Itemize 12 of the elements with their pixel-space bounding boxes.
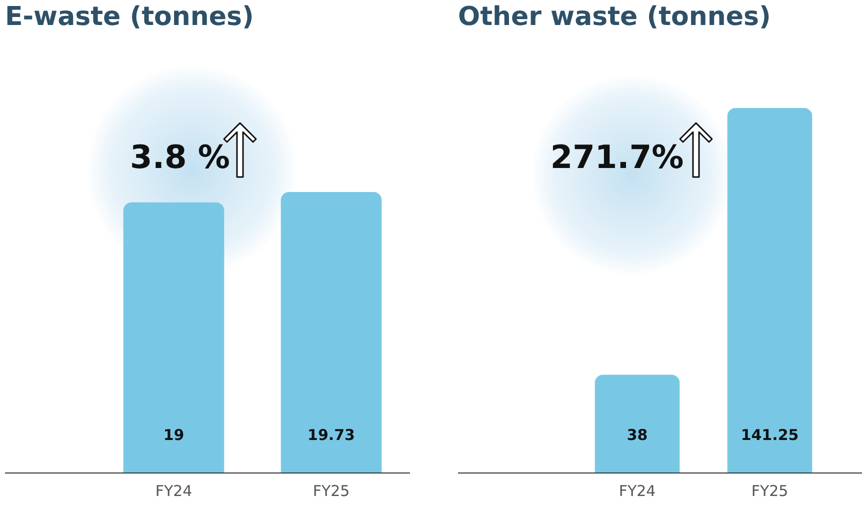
data-label: 38	[626, 426, 648, 444]
x-tick-label: FY24	[155, 482, 192, 500]
data-label: 19	[163, 426, 184, 444]
x-tick-label: FY24	[618, 482, 656, 500]
chart-title: E-waste (tonnes)	[5, 2, 254, 32]
annotation: 271.7%	[549, 138, 685, 176]
chart-title: Other waste (tonnes)	[458, 2, 771, 32]
data-label: 19.73	[308, 426, 355, 444]
x-tick-label: FY25	[312, 482, 350, 500]
data-label: 141.25	[740, 426, 799, 444]
text: 3.8 %	[129, 138, 231, 176]
x-tick-label: FY25	[751, 482, 788, 500]
